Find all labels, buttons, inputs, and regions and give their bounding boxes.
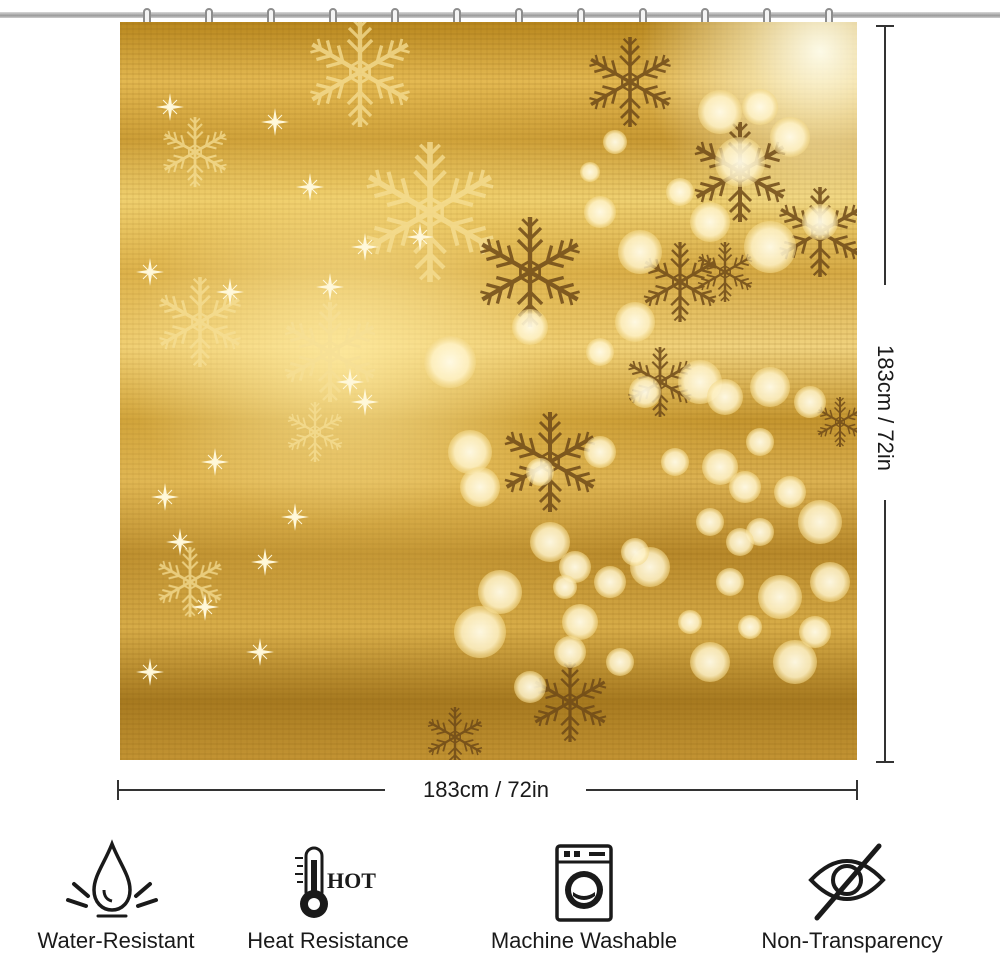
bokeh-light [661, 448, 689, 476]
bokeh-light [715, 137, 765, 187]
hot-badge: HOT [327, 868, 376, 893]
sparkle-star [135, 257, 165, 287]
bokeh-light [773, 640, 817, 684]
bokeh-light [744, 221, 796, 273]
bokeh-light [424, 336, 476, 388]
sparkle-star [155, 92, 185, 122]
curtain-rod [0, 12, 1000, 18]
sparkle-star [335, 367, 365, 397]
sparkle-star [200, 447, 230, 477]
shower-curtain-print [120, 22, 857, 760]
bokeh-light [726, 528, 754, 556]
bokeh-light [729, 471, 761, 503]
sparkle-star [250, 547, 280, 577]
bokeh-light [586, 338, 614, 366]
bokeh-light [702, 449, 738, 485]
sparkle-star [280, 502, 310, 532]
bokeh-light [530, 522, 570, 562]
bokeh-light [514, 671, 546, 703]
sparkle-star [215, 277, 245, 307]
bokeh-light [629, 376, 661, 408]
machine-washable-feature [537, 838, 631, 922]
bokeh-light [758, 575, 802, 619]
bokeh-light [478, 570, 522, 614]
bokeh-light [707, 379, 743, 415]
bokeh-light [798, 500, 842, 544]
dark-snowflake [501, 412, 599, 512]
bokeh-light [554, 636, 586, 668]
bokeh-light [690, 202, 730, 242]
sparkle-star [135, 657, 165, 687]
dark-snowflake [426, 707, 485, 760]
water-drop-icon [66, 839, 158, 918]
bokeh-light [584, 436, 616, 468]
heat-resistance-feature: HOT [285, 838, 395, 922]
bokeh-light [716, 568, 744, 596]
sparkle-star [260, 107, 290, 137]
bokeh-light [512, 309, 548, 345]
washing-machine-icon [555, 844, 613, 922]
water-resistant-label: Water-Resistant [37, 928, 195, 953]
light-snowflake [306, 22, 413, 127]
thermometer-icon [295, 846, 328, 918]
light-snowflake [362, 142, 499, 282]
bokeh-light [460, 467, 500, 507]
bokeh-light [690, 642, 730, 682]
bokeh-light [618, 230, 662, 274]
bokeh-light [738, 615, 762, 639]
width-dimension-line-right [586, 789, 858, 791]
sparkle-star [245, 637, 275, 667]
dark-snowflake [586, 37, 674, 127]
bokeh-light [606, 648, 634, 676]
heat-resistance-label: Heat Resistance [247, 928, 409, 953]
width-dimension-label: 183cm / 72in [423, 777, 549, 802]
height-dimension-cap-bottom [876, 761, 894, 763]
height-dimension-label: 183cm / 72in [873, 345, 898, 471]
snowflake-bokeh-artwork [135, 22, 857, 760]
sparkle-star [350, 232, 380, 262]
bokeh-light [562, 604, 598, 640]
bokeh-light [802, 204, 838, 240]
crossed-eye-icon [808, 843, 886, 921]
bokeh-light [810, 562, 850, 602]
bokeh-light [526, 458, 554, 486]
bokeh-light [553, 575, 577, 599]
bokeh-light [594, 566, 626, 598]
light-snowflake [161, 117, 229, 187]
bokeh-light [742, 89, 778, 125]
bokeh-light [580, 162, 600, 182]
sparkle-star [150, 482, 180, 512]
width-dimension-line-left [117, 789, 385, 791]
light-snowflake [281, 302, 379, 402]
dark-snowflake [531, 662, 609, 742]
machine-washable-label: Machine Washable [490, 928, 678, 953]
bokeh-light [794, 386, 826, 418]
water-resistant-feature [62, 838, 162, 922]
bokeh-light [615, 302, 655, 342]
light-snowflake [286, 402, 345, 462]
height-dimension-line-top [884, 25, 886, 285]
non-transparency-label: Non-Transparency [761, 928, 943, 953]
bokeh-light [621, 538, 649, 566]
bokeh-light [559, 551, 591, 583]
sparkle-star [315, 272, 345, 302]
non-transparency-feature [797, 838, 897, 922]
bokeh-light [454, 606, 506, 658]
bokeh-light [678, 610, 702, 634]
sparkle-star [295, 172, 325, 202]
bokeh-light [666, 178, 694, 206]
bokeh-light [770, 117, 810, 157]
bokeh-light [799, 616, 831, 648]
width-dimension-cap-right [856, 780, 858, 800]
height-dimension-line-bottom [884, 500, 886, 762]
bokeh-light [696, 508, 724, 536]
bokeh-light [750, 367, 790, 407]
bokeh-light [746, 428, 774, 456]
sparkle-star [350, 387, 380, 417]
bokeh-light [448, 430, 492, 474]
bokeh-light [774, 476, 806, 508]
bokeh-light [584, 196, 616, 228]
bokeh-light [698, 90, 742, 134]
bokeh-light [603, 130, 627, 154]
